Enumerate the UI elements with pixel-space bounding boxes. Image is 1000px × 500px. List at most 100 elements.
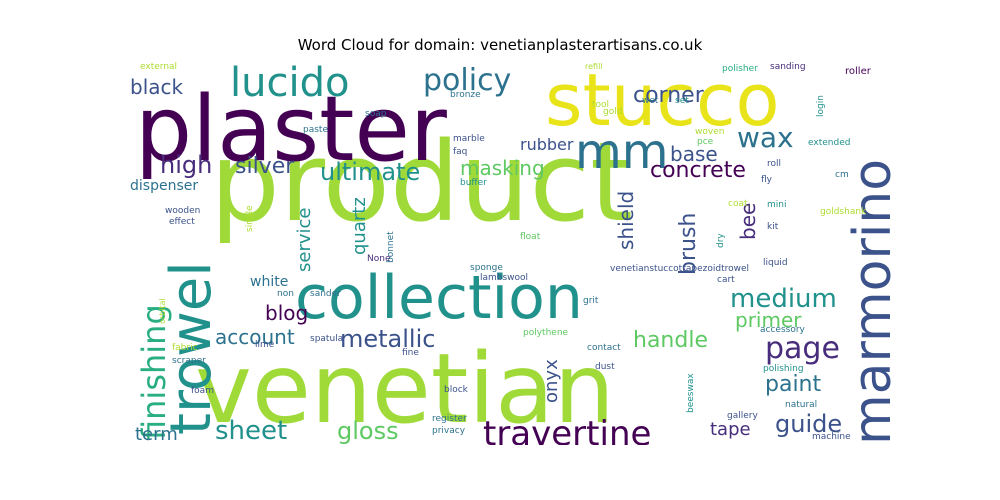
word-handle: handle (633, 328, 708, 353)
word-login: login (816, 95, 826, 117)
word-quartz: quartz (349, 197, 370, 255)
word-effect: effect (169, 217, 195, 227)
word-spatula: spatula (310, 334, 343, 344)
word-block: block (444, 385, 469, 395)
word-lambswool: lambswool (480, 273, 528, 283)
word-faq: faq (453, 147, 467, 157)
word-guide: guide (775, 410, 842, 438)
word-bronze: bronze (450, 90, 481, 100)
word-lime: lime (255, 340, 275, 350)
word-venetianstuccotrapezoidtrowel: venetianstuccotrapezoidtrowel (610, 264, 749, 274)
word-natural: natural (785, 400, 817, 410)
word-tool: tool (592, 100, 609, 110)
word-liquid: liquid (763, 258, 788, 268)
word-fly: fly (761, 175, 773, 185)
word-concrete: concrete (650, 158, 746, 183)
word-goldshank: goldshank (820, 207, 867, 217)
word-collection: collection (295, 263, 583, 333)
word-marmorino: marmorino (843, 159, 900, 445)
word-lucido: lucido (230, 60, 349, 106)
word-wet: wet (642, 96, 659, 106)
word-venetian: venetian (195, 333, 615, 445)
word-none: None (367, 254, 391, 264)
word-orbital: orbital (158, 298, 167, 324)
word-wooden: wooden (165, 206, 200, 216)
word-machine: machine (812, 432, 851, 442)
word-kit: kit (767, 222, 779, 232)
word-bonnet: bonnet (386, 231, 396, 263)
word-foam: foam (191, 386, 214, 396)
word-buffer: buffer (460, 178, 487, 188)
word-finishing: finishing (135, 304, 173, 440)
word-white: white (250, 274, 288, 290)
word-fine: fine (402, 348, 419, 358)
word-external: external (140, 62, 177, 72)
word-set: set (675, 96, 689, 106)
word-masking: masking (460, 156, 545, 180)
word-extended: extended (808, 138, 850, 148)
word-mini: mini (767, 200, 786, 210)
word-marble: marble (453, 134, 485, 144)
word-cart: cart (717, 275, 735, 285)
word-rubber: rubber (520, 135, 574, 154)
word-refill: refill (585, 62, 603, 71)
word-cloud: product plaster stucco venetian collection tr… (125, 60, 900, 445)
word-metallic: metallic (340, 325, 435, 353)
word-beeswax: beeswax (686, 373, 696, 413)
word-woven: woven (695, 127, 724, 137)
word-dust: dust (595, 362, 615, 372)
word-product: product (210, 118, 633, 246)
word-soap: soap (365, 109, 387, 119)
word-account: account (215, 325, 295, 349)
word-gold: gold (603, 107, 622, 117)
word-float: float (520, 232, 541, 242)
word-grit: grit (583, 296, 599, 306)
word-primer: primer (735, 308, 802, 332)
word-tape: tape (710, 419, 751, 440)
word-bee: bee (736, 203, 760, 240)
word-pce: pce (697, 137, 714, 147)
word-shield: shield (614, 191, 638, 250)
word-corner: corner (633, 83, 705, 108)
word-stucco: stucco (545, 60, 780, 142)
word-sanding: sanding (770, 62, 806, 72)
word-high: high (160, 151, 212, 179)
word-polythene: polythene (523, 328, 569, 338)
word-coat: coat (728, 199, 748, 209)
word-silver: silver (235, 154, 295, 179)
word-gloss: gloss (337, 417, 399, 445)
word-roller: roller (845, 66, 872, 77)
word-roll: roll (767, 159, 781, 169)
word-onyx: onyx (541, 359, 562, 403)
word-plaster: plaster (135, 77, 447, 182)
word-sheet: sheet (215, 416, 287, 445)
word-ultimate: ultimate (320, 158, 420, 186)
word-blog: blog (265, 301, 308, 325)
word-page: page (765, 331, 840, 366)
word-black: black (130, 75, 184, 99)
word-sponge: sponge (470, 263, 503, 273)
word-dry: dry (716, 233, 726, 248)
chart-title: Word Cloud for domain: venetianplasterar… (297, 36, 703, 54)
word-brush: brush (676, 213, 701, 275)
word-polishing: polishing (763, 364, 804, 374)
word-fabric: fabric (172, 343, 198, 353)
word-paste: paste (303, 125, 328, 135)
word-travertine: travertine (483, 414, 651, 445)
word-polisher: polisher (722, 64, 758, 74)
word-trowel: trowel (159, 261, 224, 435)
word-gallery: gallery (727, 411, 758, 421)
word-contact: contact (587, 343, 621, 353)
word-register: register (432, 414, 467, 424)
word-term: term (135, 424, 178, 445)
word-dispenser: dispenser (130, 178, 198, 194)
word-single: single (245, 205, 255, 232)
word-paint: paint (765, 372, 822, 397)
word-cm: cm (835, 170, 849, 180)
word-accessory: accessory (760, 325, 806, 335)
word-wax: wax (737, 121, 794, 154)
word-medium: medium (730, 284, 837, 314)
word-sander: sander (310, 289, 341, 299)
word-scraper: scraper (172, 356, 206, 366)
word-policy: policy (423, 63, 511, 98)
